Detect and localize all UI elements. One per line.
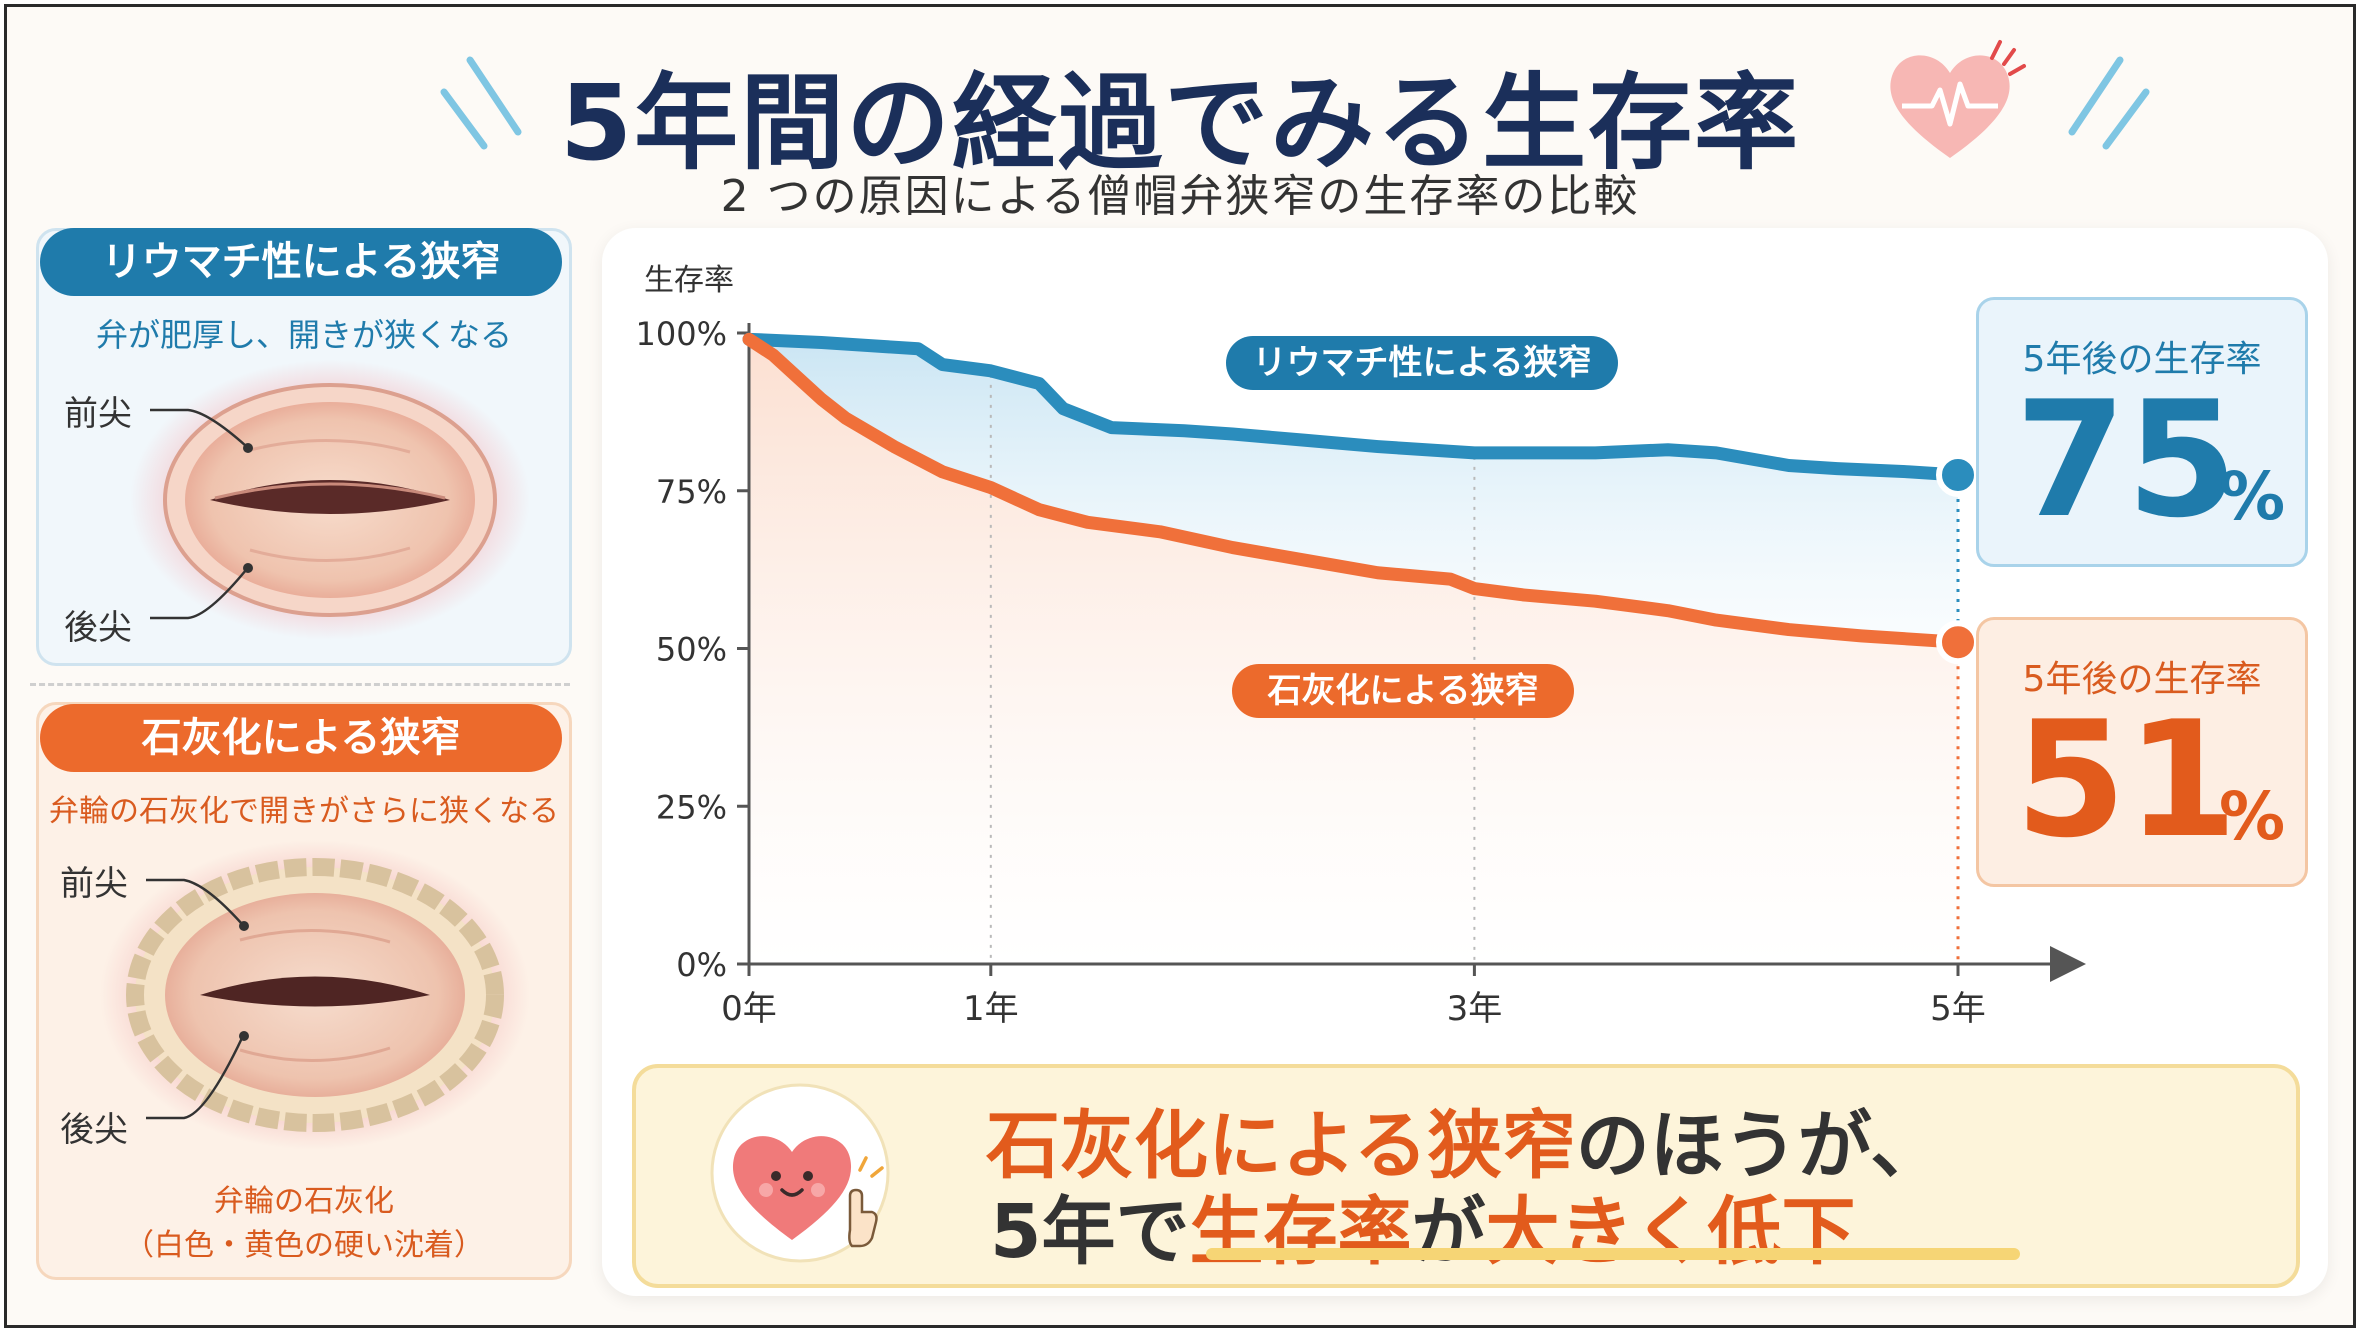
calcific-posterior-label: 後尖 [60,1110,128,1150]
conclusion-line2: 5年で生存率が大きく低下 [990,1172,1856,1279]
rheumatic-valve-illustration [130,360,530,640]
endpoint-rheumatic [1936,452,1980,497]
calcific-annulus-note: （白色・黄色の硬い沈着） [124,1228,484,1263]
fill-between-series [749,339,1958,643]
rheumatic-anterior-leader [150,408,253,453]
x-tick-label: 1年 [963,989,1019,1029]
x-tick-label: 0年 [721,989,777,1029]
x-tick-label: 3年 [1447,989,1503,1029]
accent-lines-left-icon [440,56,522,150]
page-subtitle: 2 つの原因による僧帽弁狭窄の生存率の比較 [720,171,1640,222]
endpoint-calcific [1936,620,1980,665]
rheumatic-desc: 弁が肥厚し、開きが狭くなる [95,316,512,354]
rheumatic-result-unit: % [2219,458,2286,535]
conclusion-line1: 石灰化による狭窄のほうが、 [986,1086,1944,1193]
x-tick-label: 5年 [1930,989,1986,1029]
conclusion-five-years: 5年で [990,1189,1190,1275]
y-tick-label: 100% [636,315,727,353]
calcific-valve-illustration [100,840,530,1150]
fill-below-calcific [749,339,1958,964]
legend-calcific: 石灰化による狭窄 [1232,664,1574,718]
heart-pulse-icon [1890,40,2026,158]
y-tick-label: 50% [656,631,727,669]
conclusion-decline: 大きく低下 [1485,1189,1856,1275]
conclusion-particle: が [1411,1189,1486,1275]
calcific-result-box: 5年後の生存率 51 % [1976,617,2308,887]
rheumatic-result-box: 5年後の生存率 75 % [1976,297,2308,567]
rheumatic-result-value: 75 [2015,366,2238,553]
y-axis-label: 生存率 [644,263,734,298]
legend-rheumatic: リウマチ性による狭窄 [1226,336,1618,390]
conclusion-rest: のほうが、 [1575,1103,1945,1189]
y-tick-label: 0% [676,946,727,984]
calcific-result-value: 51 [2015,686,2238,873]
accent-lines-right-icon [2068,56,2150,150]
calcific-anterior-leader [146,878,249,931]
heart-character-icon [710,1083,890,1263]
rheumatic-anterior-label: 前尖 [64,394,132,434]
panel-divider [30,683,570,686]
calcific-anterior-label: 前尖 [60,864,128,904]
rheumatic-result-label: 5年後の生存率 [2022,339,2262,380]
calcific-annulus-label: 弁輪の石灰化 [214,1184,394,1219]
rheumatic-panel-title: リウマチ性による狭窄 [40,228,562,296]
page-title: 5年間の経過でみる生存率 [559,62,1801,184]
conclusion-survival: 生存率 [1189,1189,1412,1275]
conclusion-underline [1206,1248,2020,1260]
rheumatic-posterior-leader [150,563,253,620]
y-tick-label: 25% [656,788,727,826]
calcific-posterior-leader [146,1031,249,1120]
line-rheumatic [742,332,1965,482]
calcific-result-label: 5年後の生存率 [2022,659,2262,700]
rheumatic-posterior-label: 後尖 [64,608,132,648]
line-calcific [742,332,1965,649]
survival-chart: 生存率 0% 25% 50% 75% 100% 0年 1年 3年 5年 [636,263,2086,1029]
calcific-panel-title: 石灰化による狭窄 [40,704,562,772]
conclusion-highlight: 石灰化による狭窄 [986,1103,1576,1189]
calcific-result-unit: % [2219,778,2286,855]
calcific-desc: 弁輪の石灰化で開きがさらに狭くなる [49,794,559,829]
y-tick-label: 75% [656,473,727,511]
